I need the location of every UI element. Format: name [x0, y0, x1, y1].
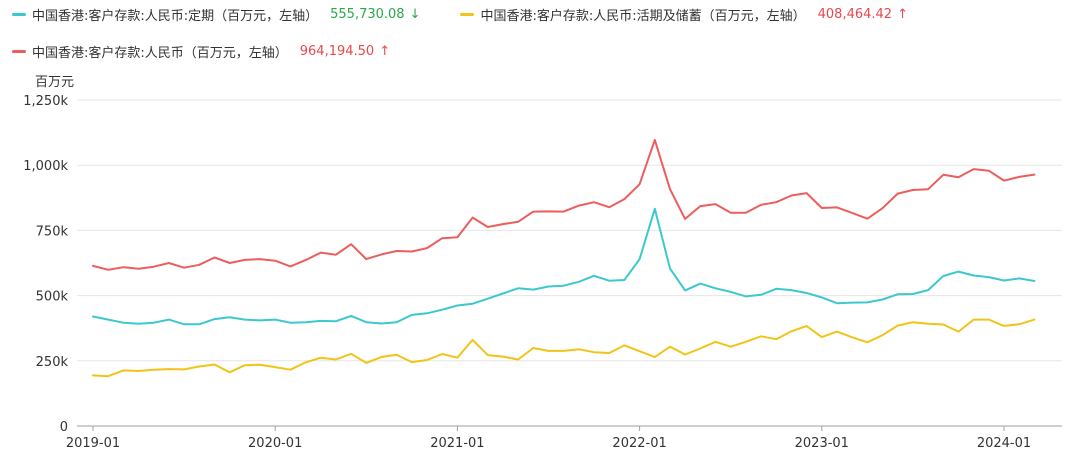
legend-label: 中国香港:客户存款:人民币:定期（百万元，左轴） — [32, 8, 319, 24]
y-tick-label: 0 — [60, 420, 68, 435]
legend-value: 555,730.08 — [330, 6, 405, 22]
chart-legend: 中国香港:客户存款:人民币:定期（百万元，左轴） 555,730.08 ↓ 中国… — [0, 0, 1080, 70]
x-axis: 2019-01 2020-01 2021-01 2022-01 2023-01 2024-… — [66, 425, 1062, 451]
series-line-total-deposits — [92, 138, 1036, 271]
grid-lines — [77, 99, 1062, 362]
y-axis-ticks: 0 250k 500k 750k 1,000k 1,250k — [23, 94, 68, 435]
series-lines — [92, 138, 1036, 378]
legend-value: 408,464.42 — [817, 6, 893, 22]
legend-row-2: 中国香港:客户存款:人民币（百万元，左轴） 964,194.50 ↑ — [12, 39, 430, 63]
legend-item-demand-savings[interactable]: 中国香港:客户存款:人民币:活期及储蓄（百万元，左轴） 408,464.42 ↑ — [460, 5, 908, 24]
arrow-up-icon: ↑ — [897, 6, 908, 22]
x-tick-label: 2023-01 — [795, 436, 849, 451]
y-tick-label: 1,000k — [23, 159, 68, 174]
x-tick-label: 2020-01 — [248, 436, 302, 451]
legend-value: 964,194.50 — [299, 43, 375, 59]
series-line-time-deposits — [92, 207, 1036, 326]
legend-item-time-deposits[interactable]: 中国香港:客户存款:人民币:定期（百万元，左轴） 555,730.08 ↓ — [12, 5, 420, 24]
legend-swatch-total — [12, 49, 26, 53]
y-tick-label: 1,250k — [23, 94, 68, 109]
series-line-demand-savings — [92, 318, 1036, 378]
y-tick-label: 500k — [36, 290, 69, 305]
x-tick-label: 2022-01 — [612, 436, 666, 451]
x-tick-label: 2021-01 — [430, 436, 484, 451]
x-tick-label: 2019-01 — [66, 436, 120, 451]
legend-label: 中国香港:客户存款:人民币:活期及储蓄（百万元，左轴） — [480, 8, 806, 24]
y-tick-label: 750k — [36, 224, 69, 239]
y-tick-label: 250k — [36, 355, 69, 370]
legend-row-1: 中国香港:客户存款:人民币:定期（百万元，左轴） 555,730.08 ↓ 中国… — [12, 2, 948, 26]
arrow-down-icon: ↓ — [409, 6, 421, 22]
legend-item-total-deposits[interactable]: 中国香港:客户存款:人民币（百万元，左轴） 964,194.50 ↑ — [12, 42, 390, 61]
legend-label: 中国香港:客户存款:人民币（百万元，左轴） — [32, 45, 288, 61]
legend-swatch-demand — [460, 12, 475, 16]
legend-swatch-time — [12, 12, 26, 16]
y-axis-unit-label: 百万元 — [35, 75, 75, 90]
arrow-up-icon: ↑ — [379, 43, 391, 59]
x-tick-label: 2024-01 — [977, 436, 1031, 451]
